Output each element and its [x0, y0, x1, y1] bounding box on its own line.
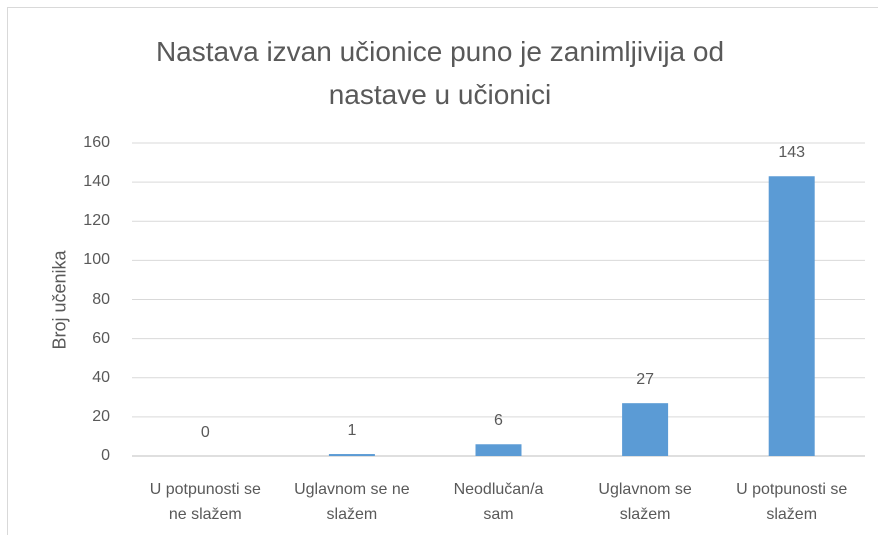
y-tick-label: 100	[83, 251, 110, 269]
y-tick-label: 120	[83, 212, 110, 230]
data-label: 1	[347, 422, 357, 440]
y-tick-label: 0	[101, 447, 110, 464]
x-tick-label: Uglavnom se ne slažem	[294, 481, 410, 523]
bar	[328, 454, 375, 456]
y-tick-label: 80	[92, 290, 110, 308]
chart-title: Nastava izvan učionice puno je zanimljiv…	[155, 36, 725, 110]
y-tick-label: 60	[92, 329, 110, 347]
data-label: 0	[200, 424, 210, 441]
x-tick-label: Uglavnom se slažem	[598, 481, 692, 523]
y-tick-label: 160	[83, 134, 110, 151]
bar	[622, 403, 669, 456]
y-tick-label: 20	[92, 407, 110, 425]
data-label: 6	[494, 412, 503, 430]
chart-border	[7, 7, 878, 535]
y-tick-label: 40	[92, 368, 110, 386]
y-tick-label: 140	[83, 173, 110, 191]
data-label: 143	[778, 144, 806, 162]
bar	[768, 176, 815, 456]
data-label: 27	[636, 371, 654, 389]
bar	[475, 444, 522, 456]
y-axis-label: Broj učenika	[49, 250, 70, 350]
x-tick-label: U potpunosti se ne slažem	[149, 481, 261, 523]
x-tick-label: U potpunosti se slažem	[736, 481, 848, 523]
x-tick-label: Neodlučan/a sam	[453, 481, 544, 523]
